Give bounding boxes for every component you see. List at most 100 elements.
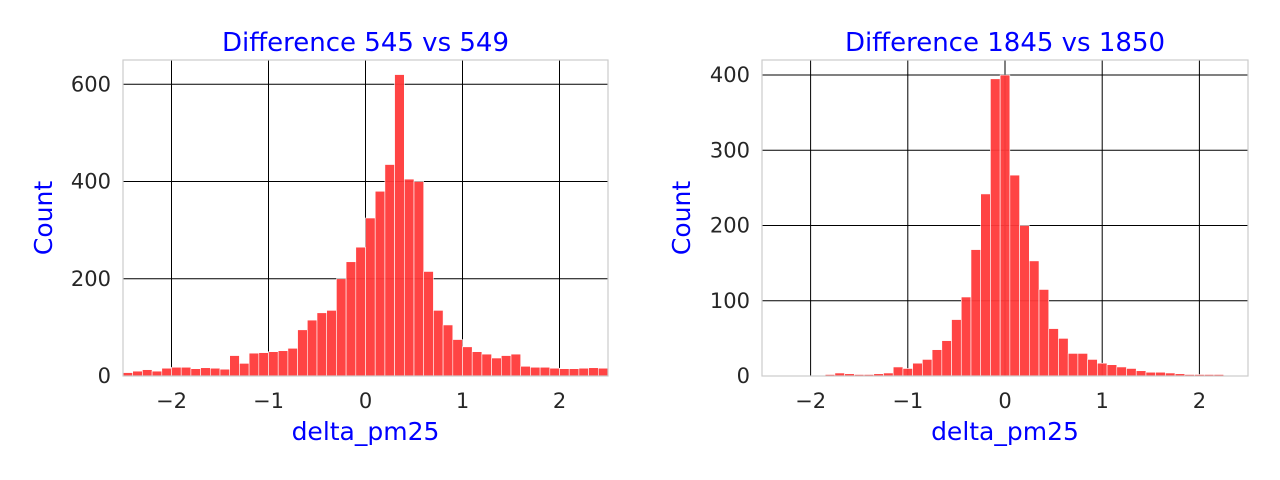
x-axis-label: delta_pm25 — [292, 417, 440, 446]
histogram-bar — [258, 352, 269, 376]
histogram-bar — [180, 366, 192, 376]
histogram-bar — [970, 249, 982, 376]
histogram-bar — [1087, 359, 1098, 376]
x-tick-label: 0 — [359, 389, 372, 413]
histogram-bar — [960, 296, 972, 376]
histogram-bar — [306, 319, 318, 376]
histogram-bar — [1038, 289, 1050, 376]
chart-title: Difference 545 vs 549 — [222, 28, 509, 58]
histogram-bar — [578, 367, 589, 376]
histogram-bar — [530, 366, 541, 376]
histogram-bar — [1097, 362, 1108, 376]
y-tick-label: 300 — [710, 138, 750, 162]
histogram-bar — [1028, 260, 1040, 376]
histogram-bar — [941, 340, 952, 376]
histogram-bar — [462, 346, 473, 376]
histogram-bar — [345, 261, 357, 376]
y-axis-label: Count — [667, 181, 696, 255]
histogram-bar — [190, 368, 201, 376]
x-tick-label: −1 — [253, 389, 284, 413]
histogram-bar — [219, 368, 230, 376]
histogram-bar — [1019, 225, 1030, 376]
histogram-bar — [597, 367, 608, 376]
histogram-bar — [365, 217, 376, 376]
histogram-bar — [452, 339, 463, 376]
histogram-bar — [277, 350, 289, 376]
histogram-bar — [1009, 174, 1020, 376]
histogram-bar — [500, 355, 512, 376]
x-axis-label: delta_pm25 — [931, 417, 1079, 446]
histogram-bar — [549, 367, 560, 376]
histogram-bar — [442, 324, 454, 376]
histogram-bar — [171, 366, 182, 376]
x-tick-label: −2 — [156, 389, 187, 413]
y-tick-label: 0 — [98, 364, 111, 388]
histogram-bar — [200, 367, 211, 376]
histogram-bar — [922, 359, 933, 376]
histogram-bar — [229, 355, 240, 376]
histogram-bar — [990, 78, 1001, 376]
y-tick-label: 400 — [710, 63, 750, 87]
histogram-bar — [1106, 364, 1118, 376]
y-tick-label: 600 — [71, 72, 111, 96]
histogram-bar — [239, 363, 250, 376]
histogram-bar — [902, 368, 913, 376]
histogram-bar — [1116, 366, 1127, 376]
histogram-bar — [374, 190, 386, 376]
x-tick-label: −2 — [795, 389, 826, 413]
histogram-bar — [912, 362, 923, 376]
histogram-bar — [471, 351, 483, 376]
x-tick-label: −1 — [892, 389, 923, 413]
histogram-bar — [1213, 374, 1224, 376]
histogram-bar — [588, 367, 599, 376]
y-tick-label: 200 — [710, 214, 750, 238]
x-tick-label: 2 — [1193, 389, 1206, 413]
x-tick-label: 0 — [998, 389, 1011, 413]
histogram-bar — [142, 369, 153, 376]
histogram-bar — [268, 351, 279, 376]
histogram-bar — [413, 181, 424, 376]
histogram-bar — [931, 349, 943, 376]
histogram-bar — [951, 319, 962, 376]
histogram-bar — [297, 329, 308, 376]
histogram-bar — [210, 367, 221, 376]
histogram-bar — [423, 271, 434, 376]
x-tick-label: 1 — [456, 389, 469, 413]
histogram-bar — [336, 278, 347, 376]
histogram-bar — [394, 74, 405, 376]
histogram-bar — [520, 365, 531, 376]
histogram-bar — [248, 352, 260, 376]
y-axis-label: Count — [29, 181, 58, 255]
histogram-bar — [151, 370, 163, 376]
histogram-bar — [481, 353, 492, 376]
histogram-bar — [980, 193, 991, 376]
y-tick-label: 0 — [737, 364, 750, 388]
bars-group — [123, 74, 608, 376]
x-tick-label: 1 — [1096, 389, 1109, 413]
x-tick-label: 2 — [553, 389, 566, 413]
histogram-bar — [132, 370, 143, 376]
histogram-bar — [1058, 338, 1069, 376]
y-tick-label: 200 — [71, 267, 111, 291]
histogram-bar — [510, 353, 521, 376]
histogram-bar — [1126, 368, 1137, 376]
histogram-bar — [1048, 328, 1059, 376]
histogram-chart-2: −2 −1 0 1 2 0 100 200 300 400 Difference 1845 vs 1… — [667, 28, 1249, 446]
histogram-bar — [355, 246, 366, 376]
histogram-bar — [491, 357, 502, 376]
histogram-chart-1: −2 −1 0 1 2 0 200 400 600 Difference 545 vs 549 de… — [29, 28, 609, 446]
histogram-bar — [559, 368, 570, 376]
plot-frame — [122, 59, 609, 377]
histogram-bar — [539, 366, 551, 376]
histogram-bar — [161, 367, 172, 376]
histogram-bar — [1067, 353, 1079, 376]
chart-title: Difference 1845 vs 1850 — [845, 28, 1165, 58]
histogram-bar — [384, 164, 395, 376]
y-tick-label: 100 — [710, 289, 750, 313]
histogram-bar — [403, 178, 415, 376]
histogram-bar — [326, 310, 337, 376]
histogram-bar — [568, 368, 580, 376]
histogram-bar — [999, 74, 1011, 376]
plot-frame — [761, 59, 1249, 377]
y-tick-label: 400 — [71, 170, 111, 194]
